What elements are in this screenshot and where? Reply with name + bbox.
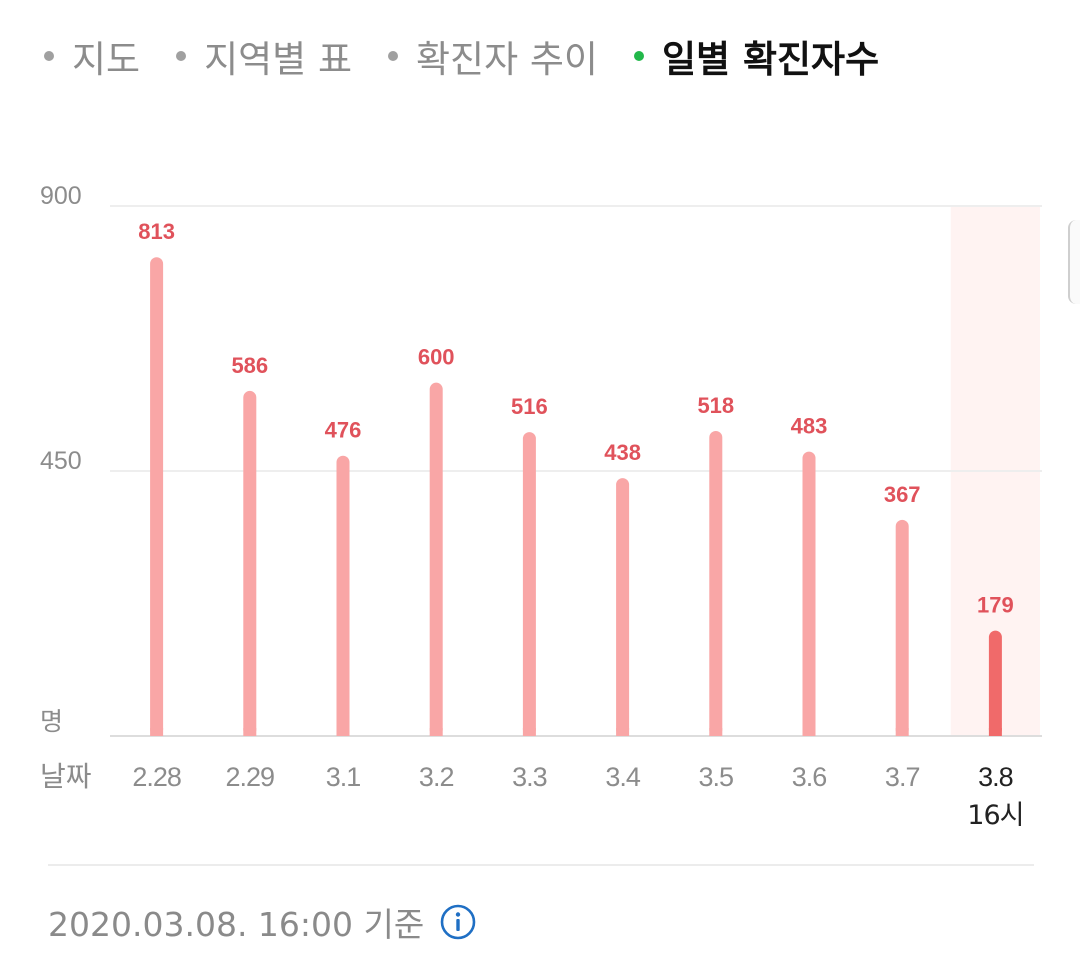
bar-base xyxy=(709,728,723,736)
data-label: 179 xyxy=(977,593,1014,618)
tab-regional-table[interactable]: 지역별 표 xyxy=(176,29,352,83)
timestamp-text: 2020.03.08. 16:00 기준 xyxy=(48,905,425,944)
bar xyxy=(802,451,816,736)
bar xyxy=(522,432,536,736)
data-label: 483 xyxy=(791,414,828,439)
x-tick-label: 2.29 xyxy=(226,762,275,792)
y-tick-label: 900 xyxy=(40,182,82,210)
x-tick-label: 2.28 xyxy=(132,762,181,792)
x-tick-label: 3.8 xyxy=(978,762,1013,792)
x-axis-label: 날짜 xyxy=(40,760,92,793)
tab-bar: 지도 지역별 표 확진자 추이 일별 확진자수 xyxy=(44,28,915,84)
divider xyxy=(48,864,1034,866)
tab-label: 확진자 추이 xyxy=(416,38,598,81)
tab-bullet-icon xyxy=(388,51,399,61)
bar-base xyxy=(150,728,164,736)
data-label: 367 xyxy=(884,482,921,507)
bar-base xyxy=(336,728,350,736)
bar-base xyxy=(429,728,443,736)
bar-base xyxy=(895,728,909,736)
data-label: 813 xyxy=(138,219,175,244)
tab-active-bullet-icon xyxy=(633,51,644,61)
x-tick-label: 3.4 xyxy=(605,762,641,792)
tab-bullet-icon xyxy=(176,51,187,61)
bar xyxy=(895,519,909,736)
data-label: 518 xyxy=(697,393,734,418)
bar xyxy=(709,430,723,736)
data-label: 438 xyxy=(604,440,641,465)
footer: 2020.03.08. 16:00 기준 xyxy=(48,894,476,950)
bar xyxy=(150,257,164,736)
data-label: 600 xyxy=(418,345,455,370)
info-circle-icon[interactable] xyxy=(440,904,476,940)
bar-base xyxy=(522,728,536,736)
y-tick-label: 450 xyxy=(40,447,82,475)
bar-base xyxy=(802,728,816,736)
bar-base xyxy=(243,728,257,736)
tab-label: 지역별 표 xyxy=(204,38,353,81)
tab-label: 지도 xyxy=(72,38,141,81)
daily-confirmed-bar-chart: 900 450 명날짜 813 2.28 586 2.29 476 3.1 600 3.2 516 3.… xyxy=(40,182,1042,831)
bar xyxy=(243,390,257,736)
bar xyxy=(988,630,1002,736)
x-tick-label: 3.2 xyxy=(419,762,454,792)
x-tick-label: 3.7 xyxy=(885,762,920,792)
data-label: 586 xyxy=(231,353,268,378)
y-unit-label: 명 xyxy=(40,707,63,736)
bar-base xyxy=(988,728,1002,736)
bar xyxy=(429,382,443,736)
x-tick-label: 3.5 xyxy=(699,762,734,792)
bar-base xyxy=(616,728,630,736)
data-label: 516 xyxy=(511,394,548,419)
tab-bullet-icon xyxy=(44,51,54,61)
x-tick-label: 3.6 xyxy=(792,762,827,792)
bar xyxy=(336,455,350,736)
x-tick-sublabel: 16시 xyxy=(967,800,1023,831)
x-tick-label: 3.3 xyxy=(512,762,547,792)
data-label: 476 xyxy=(325,418,362,443)
bar xyxy=(616,478,630,736)
scrollbar-handle[interactable] xyxy=(1068,220,1080,304)
tab-map[interactable]: 지도 xyxy=(44,29,140,83)
tab-label: 일별 확진자수 xyxy=(661,38,880,81)
tab-daily-confirmed[interactable]: 일별 확진자수 xyxy=(633,29,880,83)
x-tick-label: 3.1 xyxy=(326,762,361,792)
tab-confirmed-trend[interactable]: 확진자 추이 xyxy=(388,29,598,83)
